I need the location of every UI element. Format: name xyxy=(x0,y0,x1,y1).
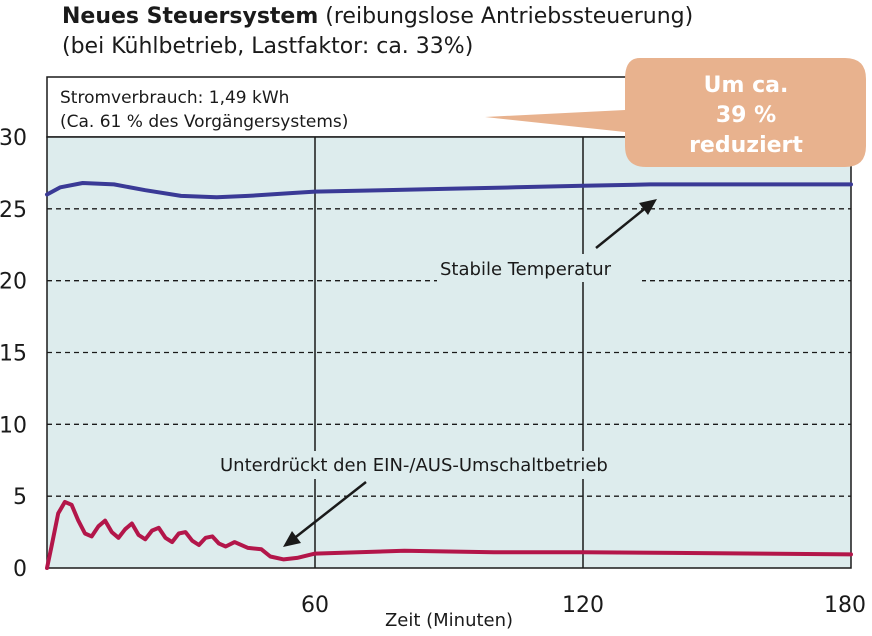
arrow-power xyxy=(291,481,367,541)
x-tick-label-120: 120 xyxy=(562,593,604,618)
arrow-temperature-head xyxy=(639,199,657,215)
info-line-1: Stromverbrauch: 1,49 kWh xyxy=(60,88,289,108)
y-tick-label-0: 0 xyxy=(13,557,27,582)
y-tick-label-20: 20 xyxy=(0,270,27,295)
horizontal-grid xyxy=(47,208,851,497)
callout-line-3: reduziert xyxy=(689,133,803,158)
x-axis-label: Zeit (Minuten) xyxy=(385,610,513,631)
chart-title-block: Neues Steuersystem (reibungslose Antrieb… xyxy=(62,2,693,62)
x-tick-label-180: 180 xyxy=(824,593,866,618)
y-tick-label-25: 25 xyxy=(0,198,27,223)
y-axis-ticks: 0 5 10 15 20 25 30 xyxy=(0,126,27,582)
series-line-1 xyxy=(45,181,853,200)
annotation-power: Unterdrückt den EIN-/AUS-Umschaltbetrieb xyxy=(220,455,608,476)
y-tick-label-30: 30 xyxy=(0,126,27,151)
series-layer xyxy=(45,181,853,570)
temperature-label-bg xyxy=(437,254,642,282)
arrow-temperature xyxy=(595,205,649,249)
callout-bubble xyxy=(485,58,866,167)
x-tick-label-60: 60 xyxy=(301,593,329,618)
power-label-bg xyxy=(217,451,671,479)
x-axis-ticks: 60 120 180 xyxy=(301,593,866,618)
series-line-2 xyxy=(45,499,853,570)
arrow-power-head xyxy=(283,531,301,547)
callout-line-1: Um ca. xyxy=(704,73,789,98)
annotation-temperature: Stabile Temperatur xyxy=(440,259,612,280)
y-tick-label-15: 15 xyxy=(0,342,27,367)
vertical-grid xyxy=(314,137,584,568)
chart-title-suffix: (reibungslose Antriebssteuerung) xyxy=(325,4,694,29)
chart-subtitle: (bei Kühlbetrieb, Lastfaktor: ca. 33%) xyxy=(62,34,474,59)
callout-line-2: 39 % xyxy=(716,103,776,128)
chart-title: Neues Steuersystem xyxy=(62,4,319,29)
y-tick-label-5: 5 xyxy=(13,485,27,510)
y-tick-label-10: 10 xyxy=(0,413,27,438)
info-line-2: (Ca. 61 % des Vorgängersystems) xyxy=(60,112,348,132)
